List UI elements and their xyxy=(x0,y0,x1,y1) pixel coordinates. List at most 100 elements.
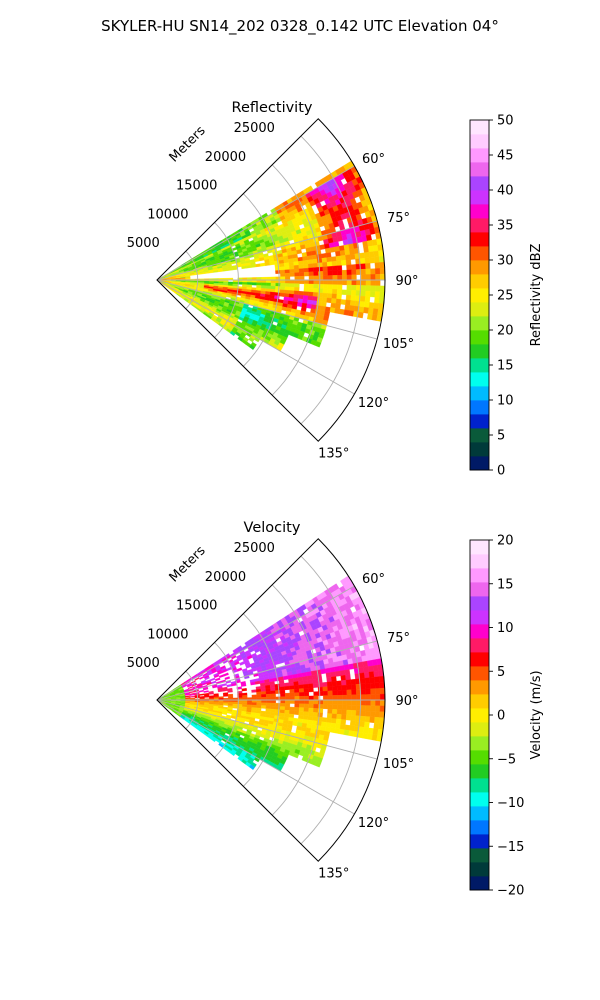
field-cell xyxy=(308,267,314,273)
field-cell xyxy=(223,694,229,697)
reflectivity-sector-plot: 5000 10000 15000 20000 25000 Meters 60° 75° 90° 1… xyxy=(127,118,419,462)
field-cell xyxy=(185,695,191,698)
field-cell xyxy=(336,289,343,295)
field-cell xyxy=(303,707,309,713)
colorbar-segment xyxy=(470,876,489,891)
field-cell xyxy=(313,283,319,289)
field-cell xyxy=(361,274,367,281)
field-cell xyxy=(326,713,333,719)
field-cell xyxy=(332,275,338,281)
field-cell xyxy=(293,261,299,266)
field-cell xyxy=(275,276,281,281)
field-cell xyxy=(260,688,267,692)
colorbar-tick-label: 5 xyxy=(497,665,505,680)
field-cell xyxy=(337,279,343,286)
field-cell xyxy=(318,284,324,289)
field-cell xyxy=(210,677,216,682)
field-cell xyxy=(320,668,327,675)
field-cell xyxy=(342,274,348,281)
field-cell xyxy=(336,685,343,691)
field-cell xyxy=(360,263,366,270)
field-cell xyxy=(265,687,271,692)
field-cell xyxy=(349,248,355,255)
azimuth-tick-label: 135° xyxy=(318,867,349,882)
field-cell xyxy=(261,705,267,709)
colorbar-segment xyxy=(470,246,489,261)
colorbar-segment xyxy=(470,344,489,359)
colorbar-segment xyxy=(470,428,489,443)
field-cell xyxy=(363,307,370,314)
field-cell xyxy=(229,330,236,337)
field-cell xyxy=(350,290,357,296)
azimuth-grid-line xyxy=(156,220,378,281)
field-cell xyxy=(306,303,312,309)
colorbar-segment xyxy=(470,862,489,877)
field-cell xyxy=(311,674,318,680)
field-cell xyxy=(361,279,367,286)
azimuth-tick-label: 105° xyxy=(383,337,414,352)
field-cell xyxy=(336,294,342,300)
field-cell xyxy=(335,255,342,262)
field-cell xyxy=(341,269,348,276)
field-cell xyxy=(307,715,314,721)
reflectivity-panel-title: Reflectivity xyxy=(232,100,313,116)
field-cell xyxy=(279,706,286,711)
colorbar-segment xyxy=(470,540,489,555)
field-cell xyxy=(313,288,319,293)
colorbar-segment xyxy=(470,820,489,835)
field-cell xyxy=(280,696,286,701)
field-cell xyxy=(294,703,300,708)
field-cell xyxy=(369,291,376,298)
colorbar-segment xyxy=(470,694,489,709)
field-cell xyxy=(316,253,322,260)
field-cell xyxy=(308,711,314,717)
field-cell xyxy=(304,699,310,705)
azimuth-grid-line xyxy=(156,585,355,701)
field-cell xyxy=(302,679,309,685)
colorbar-tick-label: 45 xyxy=(497,149,514,164)
field-cell xyxy=(380,273,386,281)
colorbar-segment xyxy=(470,806,489,821)
field-cell xyxy=(308,271,314,277)
field-cell xyxy=(249,344,256,351)
field-cell xyxy=(349,305,355,312)
field-cell xyxy=(318,699,324,705)
field-cell xyxy=(242,282,248,285)
field-cell xyxy=(279,686,286,691)
field-cell xyxy=(274,266,281,271)
field-cell xyxy=(215,677,221,682)
field-cell xyxy=(318,691,324,696)
field-cell xyxy=(294,279,300,284)
field-cell xyxy=(298,684,304,689)
colorbar-segment xyxy=(470,162,489,177)
field-cell xyxy=(318,275,324,281)
field-cell xyxy=(341,714,347,721)
field-cell xyxy=(221,683,227,687)
field-cell xyxy=(340,719,347,725)
radial-tick-label: 15000 xyxy=(176,599,217,614)
field-cell xyxy=(304,695,310,701)
colorbar-segment xyxy=(470,680,489,695)
field-cell xyxy=(293,681,299,686)
azimuth-tick-label: 90° xyxy=(395,694,418,709)
field-cell xyxy=(339,670,346,676)
field-cell xyxy=(264,261,271,266)
velocity-panel: Velocity 5000 10000 15000 20000 25000 Meters 6… xyxy=(127,520,544,899)
field-cell xyxy=(344,669,351,676)
field-cell xyxy=(341,709,347,716)
field-cell xyxy=(332,284,338,290)
field-cell xyxy=(308,703,314,709)
field-cell xyxy=(327,708,333,714)
field-cell xyxy=(370,699,376,706)
azimuth-tick-label: 120° xyxy=(358,816,389,831)
colorbar-segment xyxy=(470,442,489,457)
field-cell xyxy=(317,686,324,692)
field-cell xyxy=(335,303,341,310)
field-cell xyxy=(358,306,365,313)
field-cell xyxy=(242,692,248,696)
field-cell xyxy=(316,258,323,264)
field-cell xyxy=(289,272,295,277)
field-cell xyxy=(317,288,324,294)
field-cell xyxy=(326,676,332,683)
field-cell xyxy=(293,290,300,296)
